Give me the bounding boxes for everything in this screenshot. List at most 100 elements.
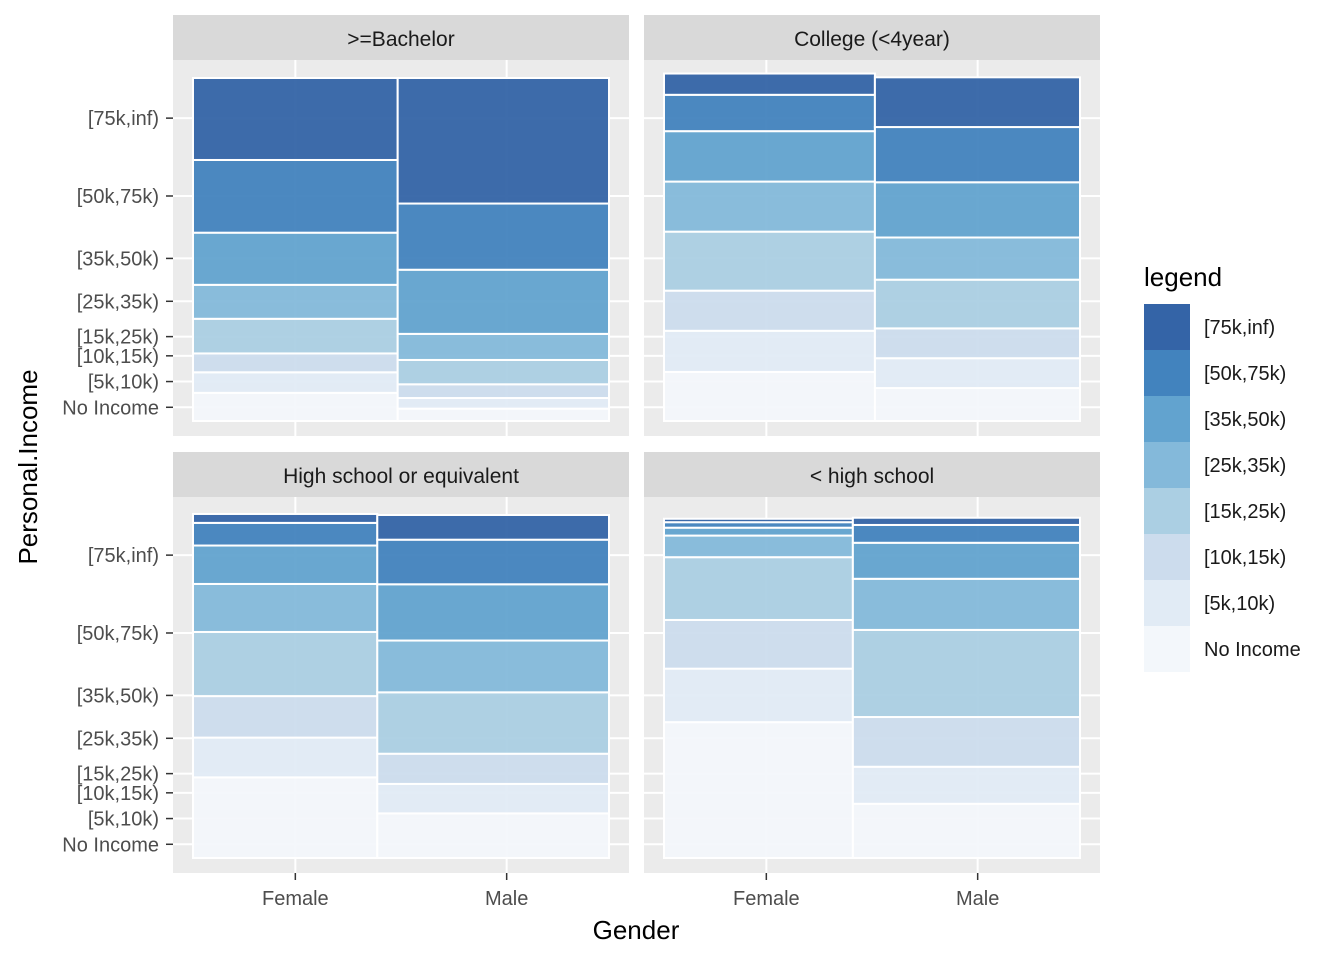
y-tick-label: [10k,15k) (77, 783, 159, 805)
x-tick-label: Male (485, 888, 528, 910)
mosaic-tile (851, 628, 1082, 719)
mosaic-tile (192, 158, 399, 234)
facet-strip-label: College (<4year) (794, 28, 950, 51)
mosaic-tile (396, 202, 610, 271)
legend-label: [50k,75k) (1204, 363, 1286, 385)
mosaic-tile (873, 236, 1081, 281)
legend-swatch (1144, 626, 1190, 672)
legend-swatch (1144, 396, 1190, 442)
mosaic-tile (851, 541, 1082, 580)
legend: legend [75k,inf) [50k,75k) [35k,50k) [25k,3… (1144, 262, 1301, 672)
mosaic-tile (663, 618, 854, 670)
mosaic-tile (192, 317, 399, 355)
mosaic-tile (192, 695, 379, 739)
mosaic-tile (663, 667, 854, 724)
mosaic-tile (192, 371, 399, 394)
y-tick-label: [15k,25k) (77, 327, 159, 349)
y-tick-label: [35k,50k) (77, 248, 159, 270)
legend-swatch (1144, 350, 1190, 396)
mosaic-tile (873, 387, 1081, 422)
y-tick-label: [75k,inf) (88, 545, 159, 567)
mosaic-tile (192, 582, 379, 633)
mosaic-tile (873, 278, 1081, 330)
mosaic-tile (663, 329, 876, 373)
mosaic-tile (663, 370, 876, 422)
mosaic-tile (851, 765, 1082, 805)
x-tick-label: Female (262, 888, 329, 910)
mosaic-tile (873, 126, 1081, 184)
facet-panel: College (<4year) (644, 15, 1100, 436)
mosaic-tile (376, 691, 610, 755)
x-axis-title: Gender (593, 915, 680, 945)
mosaic-tile (663, 180, 876, 233)
facet-panel: < high school Female Male (644, 452, 1100, 910)
legend-label: [25k,35k) (1204, 455, 1286, 477)
mosaic-tile (396, 397, 610, 410)
y-tick-label: [50k,75k) (77, 623, 159, 645)
x-tick-label: Male (956, 888, 999, 910)
legend-swatch (1144, 304, 1190, 350)
mosaic-tile (192, 283, 399, 320)
legend-items: [75k,inf) [50k,75k) [35k,50k) [25k,35k) [15k… (1144, 304, 1301, 672)
legend-swatch (1144, 580, 1190, 626)
legend-label: [75k,inf) (1204, 317, 1275, 339)
y-tick-label: No Income (62, 834, 159, 856)
mosaic-tile (663, 517, 854, 524)
mosaic-tile (192, 521, 379, 547)
facet-panel: >=Bachelor No Income [5k,10k) [10k,15k)[15k… (62, 15, 629, 436)
facet-strip (644, 452, 1100, 497)
mosaic-tile (376, 538, 610, 586)
mosaic-tile (663, 93, 876, 133)
mosaic-tile (873, 327, 1081, 360)
legend-label: No Income (1204, 639, 1301, 661)
y-tick-label: [5k,10k) (88, 809, 159, 831)
mosaic-tile (663, 289, 876, 332)
mosaic-tile (873, 181, 1081, 239)
y-tick-label: No Income (62, 397, 159, 419)
y-tick-label: [5k,10k) (88, 372, 159, 394)
mosaic-tile (192, 231, 399, 286)
legend-swatch (1144, 442, 1190, 488)
facet-strip (173, 452, 629, 497)
y-tick-label: [35k,50k) (77, 685, 159, 707)
mosaic-tile (851, 802, 1082, 860)
mosaic-tile (851, 577, 1082, 631)
mosaic-tile (396, 268, 610, 335)
y-tick-label: [15k,25k) (77, 764, 159, 786)
mosaic-tile (663, 130, 876, 183)
legend-label: [35k,50k) (1204, 409, 1286, 431)
facet-strip-label: >=Bachelor (347, 28, 454, 51)
mosaic-tile (873, 357, 1081, 390)
mosaic-tile (663, 721, 854, 859)
mosaic-tile (873, 76, 1081, 129)
mosaic-tile (376, 639, 610, 694)
mosaic-tile (192, 544, 379, 585)
mosaic-tile (376, 812, 610, 859)
mosaic-tile (376, 782, 610, 815)
mosaic-tile (396, 77, 610, 205)
legend-label: [5k,10k) (1204, 593, 1275, 615)
y-tick-label: [25k,35k) (77, 728, 159, 750)
mosaic-tile (663, 230, 876, 292)
mosaic-tile (192, 352, 399, 374)
legend-label: [10k,15k) (1204, 547, 1286, 569)
mosaic-tile (396, 332, 610, 361)
legend-label: [15k,25k) (1204, 501, 1286, 523)
y-tick-label: [75k,inf) (88, 108, 159, 130)
mosaic-tile (851, 523, 1082, 544)
mosaic-tile (663, 526, 854, 537)
legend-title: legend (1144, 262, 1222, 292)
y-axis-title: Personal.Income (13, 369, 43, 564)
mosaic-tile (192, 776, 379, 860)
mosaic-tile (376, 583, 610, 642)
facet-panel: High school or equivalent No Income [5k,10… (62, 452, 629, 910)
facet-strip (173, 15, 629, 60)
y-tick-label: [10k,15k) (77, 346, 159, 368)
facet-strip-label: High school or equivalent (283, 465, 519, 488)
facet-strip-label: < high school (810, 465, 934, 488)
y-tick-label: [50k,75k) (77, 186, 159, 208)
mosaic-tile (192, 391, 399, 422)
legend-swatch (1144, 488, 1190, 534)
